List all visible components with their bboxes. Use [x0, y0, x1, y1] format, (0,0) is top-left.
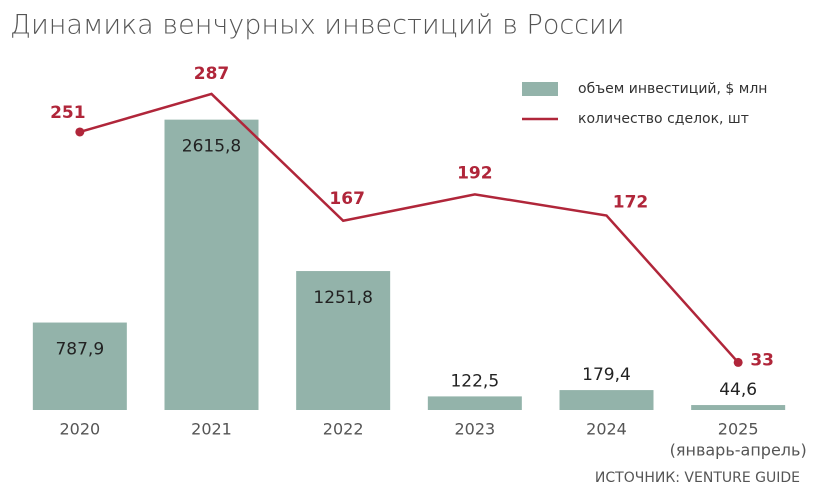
line-marker — [733, 357, 743, 367]
value-label: 787,9 — [55, 340, 104, 360]
x-tick-note: (январь-апрель) — [670, 441, 807, 460]
bar — [296, 271, 391, 410]
source: ИСТОЧНИК: VENTURE GUIDE — [595, 470, 800, 486]
value-label: 2615,8 — [182, 137, 241, 157]
bar — [559, 390, 654, 410]
bar — [691, 405, 786, 410]
x-tick-label: 2022 — [323, 420, 364, 439]
line-label: 251 — [50, 103, 86, 123]
value-label: 1251,8 — [313, 288, 372, 308]
line-marker — [75, 127, 85, 137]
line-label: 287 — [194, 64, 230, 84]
legend-swatch — [522, 82, 558, 96]
bar — [427, 396, 522, 410]
chart-title: Динамика венчурных инвестиций в России — [10, 10, 625, 41]
line — [79, 92, 740, 364]
line-label: 167 — [329, 189, 365, 209]
x-tick-label: 2021 — [191, 420, 232, 439]
legend-label: количество сделок, шт — [578, 111, 749, 127]
x-tick-label: 2020 — [59, 420, 100, 439]
x-tick-label: 2024 — [586, 420, 627, 439]
legend-label: объем инвестиций, $ млн — [578, 81, 767, 97]
value-label: 122,5 — [450, 371, 499, 391]
x-tick-label: 2025 — [718, 420, 759, 439]
value-label: 44,6 — [719, 380, 757, 400]
line-label: 172 — [613, 192, 649, 212]
bar — [32, 322, 127, 410]
bar — [164, 119, 259, 410]
x-tick-label: 2023 — [454, 420, 495, 439]
value-label: 179,4 — [582, 365, 631, 385]
line-label: 33 — [750, 350, 774, 370]
line-label: 192 — [457, 163, 493, 183]
